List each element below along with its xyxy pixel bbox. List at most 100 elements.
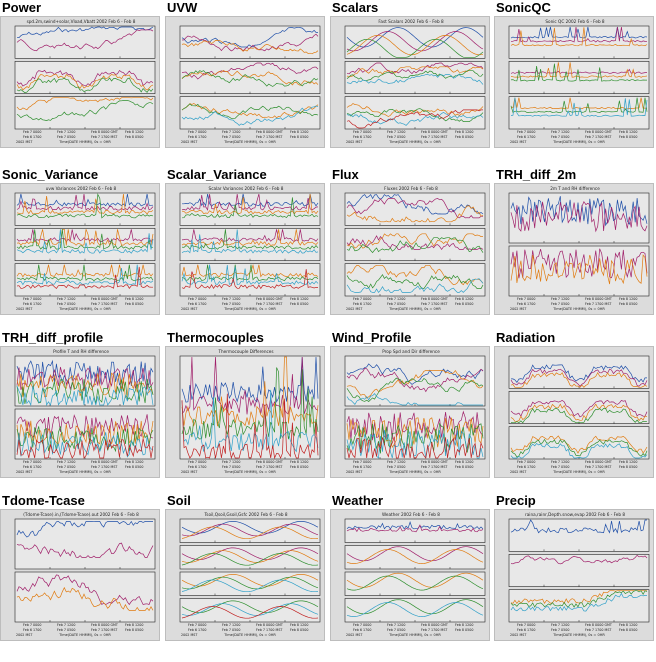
year-label: 2002 MST [181,633,198,637]
plot-title-link[interactable]: Thermocouples [167,330,264,345]
plot-thumbnail[interactable]: Scalar Variances 2002 Feb 6 - Feb 8 Feb 7… [165,183,325,315]
x-tick-label: Feb 8 0000 GMT [421,623,449,627]
plot-thumbnail[interactable]: spd.2m,swind+solar,Vload,Vbatt 2002 Feb … [0,16,160,148]
x-tick-label-local: Feb 7 0500 [387,135,405,139]
x-tick-label: Feb 7 0000 [188,130,206,134]
x-tick-label-local: Feb 7 0500 [222,465,240,469]
x-tick-label-local: Feb 8 0500 [619,465,637,469]
x-tick-label-local: Feb 7 0500 [387,628,405,632]
plot-thumbnail[interactable]: Weather 2002 Feb 6 - Feb 8 Feb 7 0000 Feb … [330,509,490,641]
x-axis-label: Time(DATE HHMM), 0s = 0HR [552,307,605,311]
thumbnail-plot-graphic: Tsoil,Qsoil,Gsoil,Gsfc 2002 Feb 6 - Feb … [166,510,324,640]
x-tick-label: Feb 7 0000 [353,297,371,301]
plot-title-link[interactable]: Scalars [332,0,379,15]
x-tick-label: Feb 8 1200 [455,297,473,301]
year-label: 2002 MST [510,633,527,637]
x-tick-label: Feb 7 0000 [353,623,371,627]
plot-thumbnail[interactable]: Feb 7 0000 Feb 6 1700 Feb 7 1200 Feb 7 0500… [165,16,325,148]
x-tick-label: Feb 7 0000 [23,623,41,627]
x-axis-label: Time(DATE HHMM), 0s = 0HR [223,633,276,637]
x-tick-label-local: Feb 7 1700 MST [91,302,118,306]
plot-title-link[interactable]: Weather [332,493,384,508]
x-tick-label: Feb 8 0000 GMT [256,623,284,627]
year-label: 2002 MST [346,307,363,311]
x-tick-label-local: Feb 8 0500 [290,135,308,139]
plot-title-link[interactable]: Tdome-Tcase [2,493,85,508]
gallery-cell: Power spd.2m,swind+solar,Vload,Vbatt 2002… [0,0,162,166]
x-tick-label-local: Feb 7 0500 [387,465,405,469]
plot-thumbnail[interactable]: Prop Spd and Dir difference Feb 7 0000 Feb… [330,346,490,478]
plot-caption: uvw Variances 2002 Feb 6 - Feb 8 [46,186,117,191]
plot-thumbnail[interactable]: Feb 7 0000 Feb 6 1700 Feb 7 1200 Feb 7 0500… [494,346,654,478]
plot-title-link[interactable]: Flux [332,167,359,182]
x-tick-label: Feb 8 0000 GMT [91,460,119,464]
plot-thumbnail[interactable]: Thermocouple Differences Feb 7 0000 Feb 6 … [165,346,325,478]
x-tick-label-local: Feb 7 1700 MST [256,302,283,306]
plot-thumbnail[interactable]: Sonic QC 2002 Feb 6 - Feb 8 Feb 7 0000 Feb… [494,16,654,148]
x-tick-label-local: Feb 6 1700 [188,465,206,469]
gallery-cell: Wind_Profile Prop Spd and Dir difference F… [330,330,492,496]
thumbnail-plot-graphic: (Tdome-Tcase).in,(Tdome-Tcase).out 2002 … [1,510,159,640]
x-tick-label-local: Feb 7 1700 MST [585,465,612,469]
x-axis-label: Time(DATE HHMM), 0s = 0HR [552,140,605,144]
plot-title-link[interactable]: TRH_diff_profile [2,330,104,345]
x-tick-label-local: Feb 7 0500 [551,135,569,139]
plot-thumbnail[interactable]: (Tdome-Tcase).in,(Tdome-Tcase).out 2002 … [0,509,160,641]
x-tick-label-local: Feb 7 1700 MST [585,135,612,139]
x-tick-label-local: Feb 7 0500 [222,302,240,306]
x-tick-label-local: Feb 7 0500 [57,302,75,306]
x-tick-label: Feb 7 1200 [222,623,240,627]
plot-title-link[interactable]: Scalar_Variance [167,167,267,182]
plot-title-link[interactable]: Sonic_Variance [2,167,99,182]
plot-thumbnail[interactable]: raina,rainr,Depth.snow,evap 2002 Feb 6 -… [494,509,654,641]
plot-caption: Fluxes 2002 Feb 6 - Feb 8 [384,186,438,191]
x-axis-label: Time(DATE HHMM), 0s = 0HR [388,633,441,637]
plot-title-link[interactable]: TRH_diff_2m [496,167,577,182]
plot-title-link[interactable]: Precip [496,493,536,508]
x-tick-label: Feb 7 1200 [387,460,405,464]
x-tick-label: Feb 8 0000 GMT [91,130,119,134]
plot-thumbnail[interactable]: uvw Variances 2002 Feb 6 - Feb 8 Feb 7 00… [0,183,160,315]
thumbnail-plot-graphic: uvw Variances 2002 Feb 6 - Feb 8 Feb 7 00… [1,184,159,314]
plot-title-link[interactable]: Soil [167,493,191,508]
x-axis-label: Time(DATE HHMM), 0s = 0HR [388,140,441,144]
x-tick-label: Feb 8 1200 [619,460,637,464]
x-tick-label: Feb 8 0000 GMT [256,130,284,134]
x-tick-label-local: Feb 6 1700 [517,465,535,469]
plot-title-link[interactable]: Wind_Profile [332,330,412,345]
x-tick-label-local: Feb 8 0500 [455,465,473,469]
plot-thumbnail[interactable]: 2m T and RH difference Feb 7 0000 Feb 6 17… [494,183,654,315]
x-axis-label: Time(DATE HHMM), 0s = 0HR [223,140,276,144]
plot-thumbnail[interactable]: Tsoil,Qsoil,Gsoil,Gsfc 2002 Feb 6 - Feb … [165,509,325,641]
gallery-cell: SonicQC Sonic QC 2002 Feb 6 - Feb 8 Feb 7 … [494,0,656,166]
x-tick-label: Feb 7 1200 [57,623,75,627]
plot-title-link[interactable]: UVW [167,0,198,15]
x-tick-label-local: Feb 7 1700 MST [91,628,118,632]
plot-thumbnail[interactable]: Profile T and RH difference Feb 7 0000 Feb… [0,346,160,478]
year-label: 2002 MST [181,307,198,311]
plot-thumbnail[interactable]: Fluxes 2002 Feb 6 - Feb 8 Feb 7 0000 Feb 6… [330,183,490,315]
plot-caption: raina,rainr,Depth.snow,evap 2002 Feb 6 -… [525,512,625,517]
plot-thumbnail[interactable]: Fast Scalars 2002 Feb 6 - Feb 8 Feb 7 000… [330,16,490,148]
plot-title-link[interactable]: Power [2,0,42,15]
x-tick-label-local: Feb 8 0500 [455,302,473,306]
x-tick-label-local: Feb 6 1700 [23,628,41,632]
year-label: 2002 MST [181,470,198,474]
x-tick-label-local: Feb 6 1700 [23,135,41,139]
plot-title-link[interactable]: Radiation [496,330,556,345]
x-tick-label-local: Feb 6 1700 [188,135,206,139]
x-tick-label-local: Feb 6 1700 [23,465,41,469]
x-tick-label-local: Feb 7 1700 MST [256,628,283,632]
plot-title-link[interactable]: SonicQC [496,0,551,15]
x-tick-label: Feb 7 0000 [517,460,535,464]
x-tick-label: Feb 8 1200 [455,130,473,134]
x-tick-label-local: Feb 6 1700 [188,628,206,632]
plot-caption: Fast Scalars 2002 Feb 6 - Feb 8 [378,19,444,24]
x-tick-label-local: Feb 6 1700 [188,302,206,306]
x-tick-label-local: Feb 6 1700 [353,135,371,139]
plot-caption: Tsoil,Qsoil,Gsoil,Gsfc 2002 Feb 6 - Feb … [203,512,287,517]
x-tick-label-local: Feb 7 1700 MST [91,465,118,469]
x-tick-label-local: Feb 6 1700 [517,302,535,306]
